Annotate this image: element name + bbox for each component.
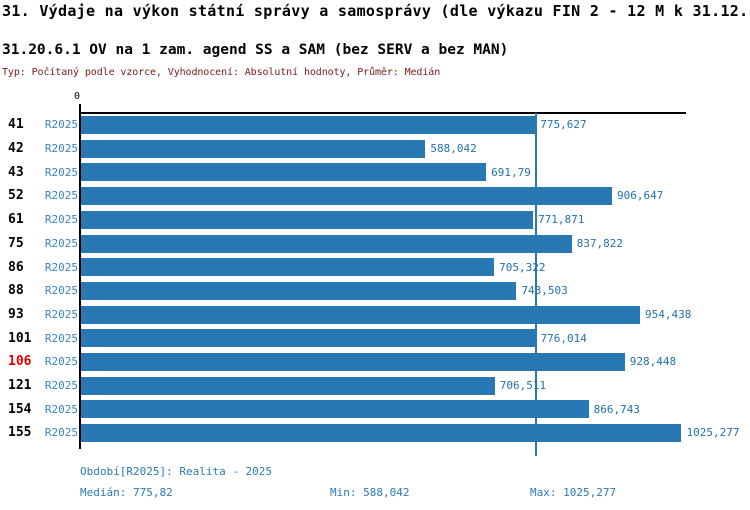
footer-max: Max: 1025,277 [530,486,617,499]
chart-row: 41 R2025 775,627 [0,113,750,137]
chart-row: 52 R2025 906,647 [0,184,750,208]
category-label: 86 [8,259,24,275]
value-bar [81,139,426,158]
period-label: R2025 [44,213,78,227]
category-label: 155 [8,425,32,441]
period-label: R2025 [44,260,78,274]
chart-row: 61 R2025 771,871 [0,208,750,232]
value-label: 954,438 [644,307,692,321]
page-title: 31. Výdaje na výkon státní správy a samo… [2,2,750,20]
chart-row: 121 R2025 706,511 [0,374,750,398]
period-label: R2025 [44,284,78,298]
value-bar [81,424,682,443]
category-label: 43 [8,164,24,180]
x-axis-line [80,112,686,114]
value-bar [81,210,534,229]
axis-origin-label: 0 [74,91,81,102]
value-label: 691,79 [491,165,531,179]
y-axis-line [79,104,81,449]
category-label: 42 [8,141,24,156]
category-label: 52 [8,188,24,204]
value-bar [81,305,640,324]
footer-period: Období[R2025]: Realita - 2025 [80,465,273,478]
category-label: 41 [8,117,24,133]
category-label: 61 [8,212,24,228]
chart-row: 155 R2025 1025,277 [0,421,750,445]
category-label: 88 [8,283,24,299]
chart-row: 154 R2025 866,743 [0,398,750,422]
chart-meta-line: Typ: Počítaný podle vzorce, Vyhodnocení:… [2,67,441,78]
value-bar [81,329,536,348]
period-label: R2025 [44,426,78,440]
value-label: 906,647 [616,189,664,203]
category-label: 93 [8,306,24,322]
category-label: 121 [8,378,32,393]
category-label: 75 [8,235,24,251]
value-label: 866,743 [593,402,640,416]
chart-row: 101 R2025 776,014 [0,327,750,351]
median-reference-line [535,113,538,456]
value-label: 1025,277 [686,426,740,440]
chart-row: 75 R2025 837,822 [0,232,750,256]
footer-median: Medián: 775,82 [80,486,173,499]
value-label: 776,014 [540,331,587,345]
period-label: R2025 [44,379,78,392]
value-bar [81,163,487,182]
value-bar [81,234,572,253]
value-label: 837,822 [576,236,624,250]
period-label: R2025 [44,402,78,416]
chart-row: 43 R2025 691,79 [0,161,750,185]
value-bar [81,116,536,135]
category-label: 101 [8,330,32,346]
value-label: 928,448 [629,355,677,369]
period-label: R2025 [44,236,78,250]
category-label: 106 [8,354,32,370]
chart-row: 42 R2025 588,042 [0,137,750,161]
period-label: R2025 [44,165,78,179]
value-bar [81,353,625,372]
period-label: R2025 [44,118,78,132]
value-bar [81,258,495,277]
value-label: 706,511 [499,379,547,392]
value-label: 775,627 [540,118,587,132]
period-label: R2025 [44,142,78,155]
category-label: 154 [8,401,32,417]
chart-row: 88 R2025 743,503 [0,279,750,303]
value-label: 705,322 [499,260,546,274]
chart-row: 106 R2025 928,448 [0,350,750,374]
chart-row: 93 R2025 954,438 [0,303,750,327]
chart-subtitle: 31.20.6.1 OV na 1 zam. agend SS a SAM (b… [2,42,509,58]
period-label: R2025 [44,307,78,321]
period-label: R2025 [44,331,78,345]
chart-row: 86 R2025 705,322 [0,256,750,280]
value-label: 588,042 [430,142,477,155]
value-bar [81,281,517,300]
value-label: 771,871 [538,213,585,227]
value-bar [81,400,589,419]
footer-min: Min: 588,042 [330,486,410,499]
value-bar [81,376,495,395]
period-label: R2025 [44,189,78,203]
value-label: 743,503 [521,284,568,298]
value-bar [81,187,612,206]
period-label: R2025 [44,355,78,369]
